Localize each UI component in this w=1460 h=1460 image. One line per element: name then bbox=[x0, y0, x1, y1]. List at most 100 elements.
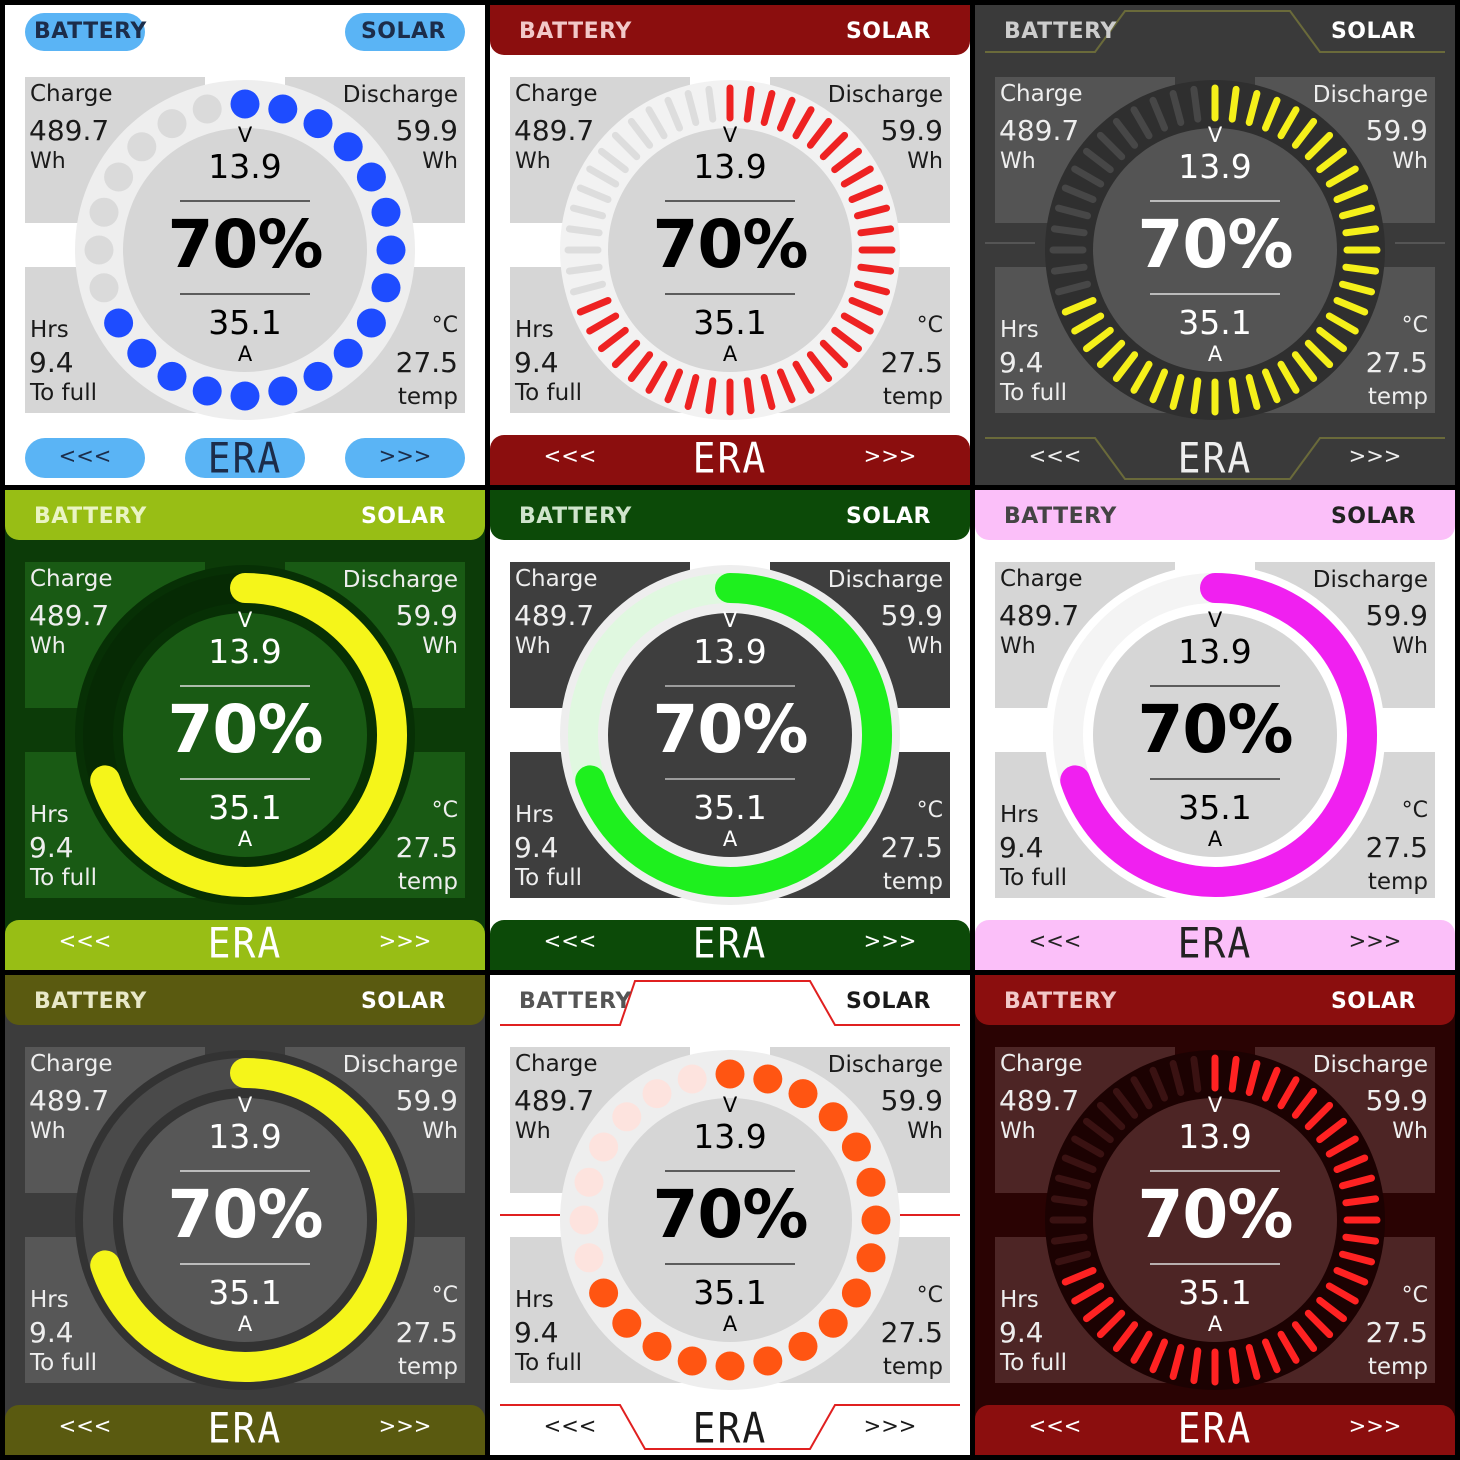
gauge-dot bbox=[303, 109, 333, 139]
hours-value: 9.4 bbox=[514, 831, 559, 864]
charge-value: 489.7 bbox=[29, 599, 110, 632]
prev-button[interactable]: <<< bbox=[1028, 929, 1082, 953]
gauge-tick bbox=[1083, 1117, 1114, 1144]
prev-button[interactable]: <<< bbox=[1028, 1414, 1082, 1438]
solar-tab[interactable]: SOLAR bbox=[360, 504, 446, 529]
gauge-dot bbox=[642, 1331, 672, 1361]
gauge-inner-disc bbox=[123, 128, 367, 372]
hours-value: 9.4 bbox=[999, 831, 1044, 864]
solar-tab[interactable]: SOLAR bbox=[845, 989, 931, 1014]
solar-tab[interactable]: SOLAR bbox=[1330, 504, 1416, 529]
next-button[interactable]: >>> bbox=[863, 929, 917, 953]
gauge-dot bbox=[333, 132, 363, 162]
era-logo: ERA bbox=[1177, 918, 1253, 968]
voltage-unit: V bbox=[1207, 123, 1223, 147]
discharge-unit: Wh bbox=[422, 149, 458, 174]
gauge-tick bbox=[1316, 1117, 1347, 1144]
gauge-tick bbox=[1112, 1321, 1139, 1352]
gauge-dot bbox=[818, 1102, 848, 1132]
solar-tab[interactable]: SOLAR bbox=[360, 989, 446, 1014]
gauge-tick bbox=[1245, 1060, 1261, 1096]
temp-label: temp bbox=[397, 1354, 458, 1380]
to-full-label: To full bbox=[30, 1350, 97, 1376]
battery-tab[interactable]: BATTERY bbox=[34, 504, 147, 529]
gauge-dot bbox=[569, 1205, 599, 1235]
next-button[interactable]: >>> bbox=[1348, 1414, 1402, 1438]
prev-button[interactable]: <<< bbox=[543, 1414, 597, 1438]
next-button[interactable]: >>> bbox=[863, 444, 917, 468]
gauge-dot bbox=[84, 235, 114, 265]
header-bar-top bbox=[490, 490, 970, 510]
battery-tab[interactable]: BATTERY bbox=[1004, 989, 1117, 1014]
battery-tab[interactable]: BATTERY bbox=[34, 19, 147, 44]
gauge-dot bbox=[642, 1079, 672, 1109]
gauge-tick bbox=[1333, 184, 1369, 203]
next-button[interactable]: >>> bbox=[378, 929, 432, 953]
temp-label: temp bbox=[1367, 1354, 1428, 1380]
next-button[interactable]: >>> bbox=[863, 1414, 917, 1438]
charge-value: 489.7 bbox=[29, 1084, 110, 1117]
gauge-tick bbox=[1342, 1233, 1380, 1245]
prev-button[interactable]: <<< bbox=[58, 1414, 112, 1438]
gauge-tick bbox=[792, 106, 815, 140]
battery-tab[interactable]: BATTERY bbox=[519, 504, 632, 529]
charge-value: 489.7 bbox=[514, 599, 595, 632]
battery-tab[interactable]: BATTERY bbox=[1004, 504, 1117, 529]
current-unit: A bbox=[1207, 1312, 1223, 1336]
prev-button[interactable]: <<< bbox=[58, 929, 112, 953]
prev-button[interactable]: <<< bbox=[543, 929, 597, 953]
temp-unit: °C bbox=[431, 798, 458, 823]
gauge-tick bbox=[840, 312, 874, 335]
solar-tab[interactable]: SOLAR bbox=[1330, 19, 1416, 44]
current-value: 35.1 bbox=[1178, 788, 1252, 827]
state-of-charge-percent: 70% bbox=[1137, 1176, 1294, 1253]
next-button[interactable]: >>> bbox=[1348, 444, 1402, 468]
gauge-tick bbox=[1228, 1347, 1240, 1385]
next-button[interactable]: >>> bbox=[1348, 929, 1402, 953]
discharge-value: 59.9 bbox=[880, 114, 943, 147]
solar-tab[interactable]: SOLAR bbox=[360, 19, 446, 44]
discharge-label: Discharge bbox=[827, 82, 943, 108]
temp-value: 27.5 bbox=[1365, 346, 1428, 379]
gauge-tick bbox=[1262, 368, 1281, 404]
voltage-value: 13.9 bbox=[1178, 1117, 1252, 1156]
gauge-tick bbox=[1262, 1066, 1281, 1102]
gauge-tick bbox=[611, 339, 641, 369]
charge-label: Charge bbox=[515, 566, 598, 592]
gauge-tick bbox=[1050, 225, 1088, 237]
next-button[interactable]: >>> bbox=[378, 444, 432, 468]
gauge-tick bbox=[1169, 374, 1185, 410]
battery-tab[interactable]: BATTERY bbox=[34, 989, 147, 1014]
hours-label: Hrs bbox=[30, 1287, 69, 1313]
gauge-inner-disc bbox=[1093, 1098, 1337, 1342]
gauge-tick bbox=[1061, 1154, 1097, 1173]
prev-button[interactable]: <<< bbox=[58, 444, 112, 468]
temp-label: temp bbox=[397, 869, 458, 895]
footer-frame-line bbox=[985, 437, 1445, 480]
solar-tab[interactable]: SOLAR bbox=[1330, 989, 1416, 1014]
gauge-inner-disc bbox=[1093, 613, 1337, 857]
screen-graphics bbox=[490, 490, 970, 970]
gauge-dot bbox=[333, 338, 363, 368]
voltage-value: 13.9 bbox=[693, 147, 767, 186]
discharge-unit: Wh bbox=[907, 634, 943, 659]
gauge-tick bbox=[1304, 1309, 1334, 1339]
battery-tab[interactable]: BATTERY bbox=[519, 19, 632, 44]
solar-tab[interactable]: SOLAR bbox=[845, 19, 931, 44]
prev-button[interactable]: <<< bbox=[1028, 444, 1082, 468]
solar-tab[interactable]: SOLAR bbox=[845, 504, 931, 529]
battery-tab[interactable]: BATTERY bbox=[1004, 19, 1117, 44]
charge-label: Charge bbox=[30, 1051, 113, 1077]
temp-label: temp bbox=[882, 869, 943, 895]
discharge-label: Discharge bbox=[1312, 82, 1428, 108]
hours-label: Hrs bbox=[515, 1287, 554, 1313]
next-button[interactable]: >>> bbox=[378, 1414, 432, 1438]
discharge-unit: Wh bbox=[422, 1119, 458, 1144]
gauge-inner-disc bbox=[123, 613, 367, 857]
temp-value: 27.5 bbox=[395, 831, 458, 864]
gauge-tick bbox=[645, 360, 668, 394]
gauge-tick bbox=[1325, 312, 1359, 335]
voltage-unit: V bbox=[722, 123, 738, 147]
battery-tab[interactable]: BATTERY bbox=[519, 989, 632, 1014]
prev-button[interactable]: <<< bbox=[543, 444, 597, 468]
